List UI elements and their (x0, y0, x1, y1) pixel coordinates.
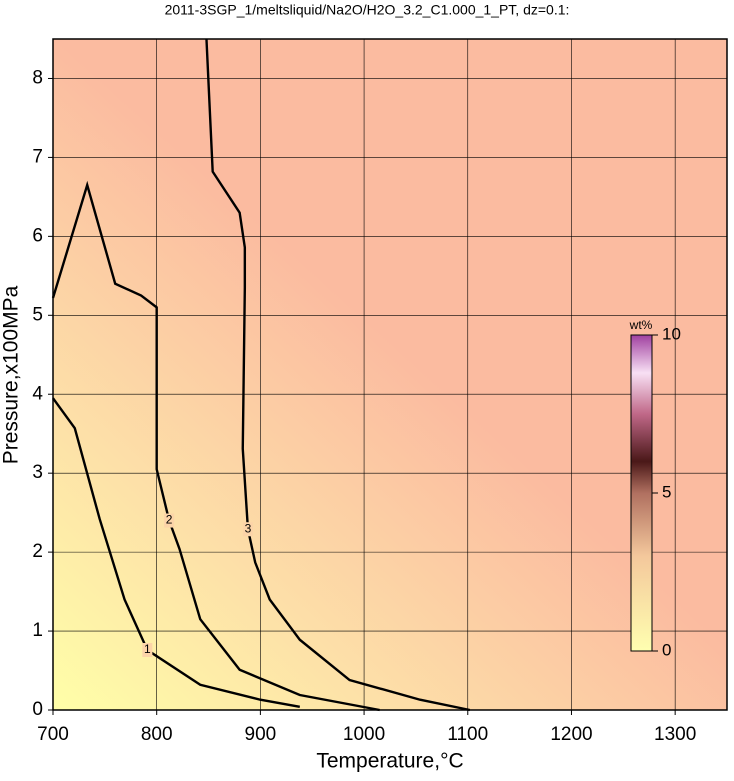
x-tick-label: 700 (37, 724, 69, 745)
contour-line (51, 180, 380, 712)
x-tick-label: 1000 (343, 724, 385, 745)
y-tick-label: 2 (32, 541, 43, 562)
contour-label: 2 (166, 513, 173, 527)
colorbar-tick-label: 0 (662, 640, 671, 659)
contour-label: 3 (245, 521, 252, 535)
x-tick-label: 1300 (654, 724, 696, 745)
contour-label-bg (242, 522, 253, 537)
chart-title: 2011-3SGP_1/meltsliquid/Na2O/H2O_3.2_C1.… (165, 2, 570, 18)
y-tick-label: 6 (32, 225, 43, 246)
contour-line (52, 397, 301, 709)
plot-area (53, 39, 727, 710)
contour-label: 1 (144, 642, 151, 656)
y-tick-label: 0 (32, 699, 43, 720)
colorbar-label: wt% (629, 318, 653, 332)
colorbar-tick-label: 10 (662, 324, 681, 343)
y-tick-label: 4 (32, 383, 43, 404)
y-tick-label: 5 (32, 304, 43, 325)
y-axis-label: Pressure,x100MPa (0, 285, 23, 464)
plot-frame (52, 38, 728, 711)
y-tick-label: 8 (32, 67, 43, 88)
x-tick-label: 1100 (447, 724, 488, 745)
x-tick-label: 1200 (550, 724, 592, 745)
plot-layer: 1 2 3 (51, 38, 727, 712)
colorbar (630, 334, 653, 652)
y-tick-label: 3 (32, 462, 43, 483)
x-tick-label: 800 (141, 724, 173, 745)
y-tick-label: 1 (32, 620, 43, 641)
colorbar-tick-label: 5 (662, 482, 671, 501)
y-tick-label: 7 (32, 146, 43, 167)
contour-label-bg (142, 643, 153, 658)
x-tick-label: 900 (245, 724, 277, 745)
contour-label-bg (164, 513, 175, 528)
x-axis-label: Temperature,°C (316, 750, 463, 773)
